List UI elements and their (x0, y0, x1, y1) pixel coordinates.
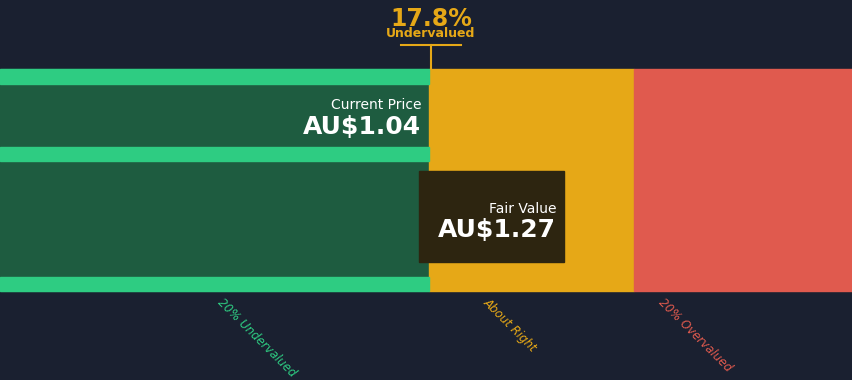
Bar (633, 69, 852, 291)
Bar (0, 277, 429, 291)
Text: Undervalued: Undervalued (386, 27, 475, 40)
Bar (0, 147, 429, 161)
Bar (418, 171, 563, 262)
Bar (429, 69, 633, 291)
Text: 20% Overvalued: 20% Overvalued (655, 296, 734, 374)
Text: About Right: About Right (480, 296, 538, 354)
Text: AU$1.27: AU$1.27 (438, 218, 556, 242)
Text: Current Price: Current Price (331, 98, 421, 112)
Text: Fair Value: Fair Value (488, 202, 556, 216)
Text: AU$1.04: AU$1.04 (302, 115, 421, 139)
Text: 20% Undervalued: 20% Undervalued (215, 296, 298, 379)
Bar (0, 69, 429, 291)
Text: 17.8%: 17.8% (389, 6, 471, 30)
Bar (0, 69, 429, 84)
